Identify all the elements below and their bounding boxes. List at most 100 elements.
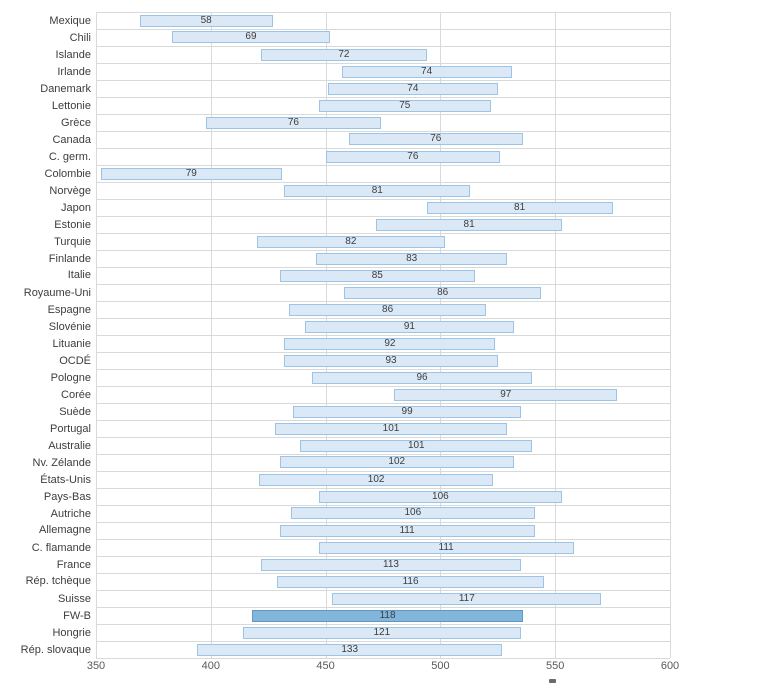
- range-bar: 76: [325, 150, 501, 163]
- x-tick-label: 400: [201, 660, 220, 672]
- range-bar: 116: [277, 575, 544, 588]
- range-bar: 86: [288, 303, 487, 316]
- category-label: Islande: [55, 48, 91, 61]
- range-bar: 82: [256, 235, 445, 248]
- gridline-horizontal: [96, 590, 670, 591]
- x-tick-label: 350: [86, 660, 106, 672]
- gridline-horizontal: [96, 386, 670, 387]
- gridline-horizontal: [96, 539, 670, 540]
- bar-value-label: 83: [406, 252, 418, 264]
- gridline-horizontal: [96, 624, 670, 625]
- gridline-horizontal: [96, 556, 670, 557]
- bar-value-label: 75: [399, 99, 411, 111]
- range-bar: 76: [348, 133, 524, 146]
- category-label: France: [56, 558, 91, 571]
- gridline-horizontal: [96, 301, 670, 302]
- bar-value-label: 133: [341, 643, 359, 655]
- bar-value-label: 81: [514, 201, 526, 213]
- gridline-horizontal: [96, 250, 670, 251]
- range-bar: 101: [300, 439, 533, 452]
- gridline-horizontal: [96, 97, 670, 98]
- gridline-vertical: [96, 12, 97, 658]
- range-bar: 92: [284, 337, 496, 350]
- category-label: Danemark: [40, 82, 91, 95]
- bar-value-label: 74: [407, 82, 419, 94]
- bar-value-label: 118: [379, 609, 396, 621]
- category-label: Portugal: [50, 422, 91, 435]
- range-bar: 118: [252, 609, 524, 622]
- range-bar: 76: [206, 116, 381, 129]
- gridline-horizontal: [96, 216, 670, 217]
- range-bar: 86: [343, 286, 542, 299]
- bar-value-label: 92: [384, 337, 396, 349]
- category-label: Suisse: [57, 592, 91, 605]
- gridline-horizontal: [96, 46, 670, 47]
- gridline-horizontal: [96, 233, 670, 234]
- bar-value-label: 79: [185, 167, 197, 179]
- category-label: Autriche: [50, 507, 91, 520]
- range-bar: 58: [139, 14, 273, 27]
- range-bar: 121: [242, 626, 521, 639]
- gridline-horizontal: [96, 131, 670, 132]
- range-bar: 72: [261, 48, 427, 61]
- gridline-horizontal: [96, 199, 670, 200]
- range-bar: 117: [332, 592, 602, 605]
- range-bar: 111: [279, 524, 535, 537]
- category-label: Espagne: [47, 303, 91, 316]
- category-label: Hongrie: [52, 626, 91, 639]
- category-label: Chili: [69, 31, 91, 44]
- category-label: Lettonie: [51, 99, 91, 112]
- x-tick-label: 500: [431, 660, 450, 672]
- category-label: Turquie: [54, 235, 91, 248]
- bar-value-label: 111: [399, 524, 415, 536]
- category-label: Mexique: [49, 14, 91, 27]
- range-bar: 81: [284, 184, 471, 197]
- range-bar: 96: [311, 371, 533, 384]
- bar-value-label: 81: [371, 184, 383, 196]
- bar-value-label: 117: [458, 592, 475, 604]
- gridline-horizontal: [96, 488, 670, 489]
- range-bar: 101: [275, 422, 507, 435]
- plot-area: 58 69 72 74 74 75 76 76 76 79 81 81 81 82 83 85 86 86 91 92…: [96, 12, 671, 659]
- gridline-horizontal: [96, 266, 670, 268]
- category-label: Irlande: [57, 65, 91, 78]
- bar-value-label: 116: [402, 575, 419, 587]
- category-label: Italie: [67, 269, 91, 282]
- category-label: Canada: [52, 133, 91, 146]
- gridline-horizontal: [96, 420, 670, 421]
- category-label: Suède: [59, 405, 91, 418]
- gridline-horizontal: [96, 114, 670, 115]
- gridline-horizontal: [96, 521, 670, 523]
- gridline-vertical: [210, 12, 212, 658]
- category-label: Pologne: [50, 371, 91, 384]
- gridline-horizontal: [96, 335, 670, 336]
- category-label: FW-B: [63, 609, 91, 622]
- gridline-horizontal: [96, 182, 670, 183]
- range-bar: 93: [284, 354, 498, 367]
- cropped-text-artifact: [549, 679, 556, 683]
- range-bar: 102: [259, 473, 494, 486]
- category-label: États-Unis: [40, 473, 91, 486]
- bar-value-label: 96: [416, 371, 428, 383]
- gridline-vertical: [555, 12, 557, 658]
- gridline-horizontal: [96, 641, 670, 642]
- bar-value-label: 81: [463, 218, 475, 230]
- range-bar: 85: [279, 269, 475, 282]
- category-label: Rép. tchèque: [25, 575, 91, 588]
- category-label: Grèce: [61, 116, 91, 129]
- gridline-horizontal: [96, 607, 670, 608]
- bar-value-label: 97: [500, 388, 512, 400]
- range-bar: 74: [327, 82, 498, 95]
- range-bar: 74: [341, 65, 512, 78]
- range-bar: 106: [318, 490, 563, 503]
- gridline-horizontal: [96, 369, 670, 370]
- range-bar: 106: [291, 507, 535, 520]
- gridline-horizontal: [96, 80, 670, 81]
- bar-value-label: 99: [401, 405, 413, 417]
- range-bar: 91: [304, 320, 514, 333]
- gridline-horizontal: [96, 63, 670, 64]
- category-label: Pays-Bas: [43, 490, 91, 503]
- gridline-horizontal: [96, 471, 670, 472]
- gridline-horizontal: [96, 454, 670, 455]
- x-tick-label: 450: [316, 660, 335, 672]
